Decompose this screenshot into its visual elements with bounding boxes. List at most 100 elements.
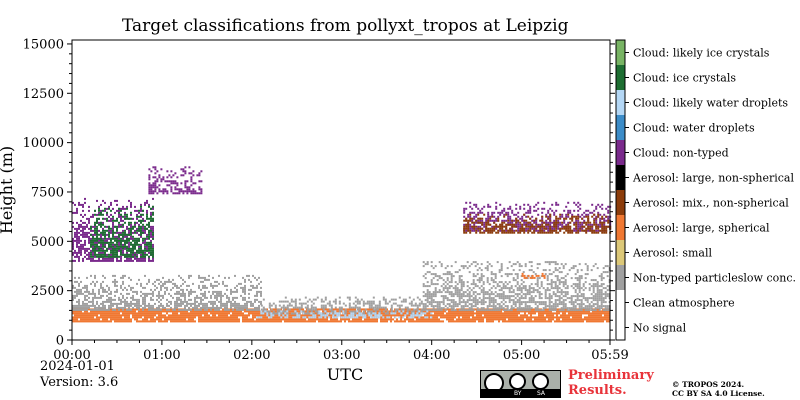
- class-pixel: [286, 310, 289, 313]
- class-pixel: [362, 320, 364, 323]
- class-pixel: [460, 310, 462, 313]
- class-pixel: [84, 296, 86, 299]
- class-pixel: [248, 308, 250, 311]
- class-pixel: [100, 251, 102, 254]
- class-pixel: [500, 289, 503, 292]
- class-pixel: [424, 293, 427, 296]
- class-pixel: [140, 312, 142, 315]
- class-pixel: [506, 309, 509, 312]
- class-pixel: [598, 312, 600, 315]
- class-pixel: [110, 247, 112, 250]
- class-pixel: [548, 301, 551, 304]
- class-pixel: [168, 308, 170, 311]
- class-pixel: [386, 314, 388, 317]
- class-pixel: [180, 302, 182, 305]
- class-pixel: [430, 295, 433, 298]
- class-pixel: [454, 316, 456, 319]
- class-pixel: [520, 291, 523, 294]
- class-pixel: [248, 314, 250, 317]
- class-pixel: [110, 320, 112, 323]
- class-pixel: [460, 295, 463, 298]
- class-pixel: [176, 302, 178, 305]
- class-pixel: [84, 231, 86, 234]
- class-pixel: [244, 306, 246, 309]
- class-pixel: [334, 312, 337, 315]
- class-pixel: [364, 318, 366, 321]
- class-pixel: [216, 306, 218, 309]
- class-pixel: [76, 320, 78, 323]
- class-pixel: [300, 304, 303, 307]
- class-pixel: [328, 302, 331, 305]
- class-pixel: [482, 309, 485, 312]
- class-pixel: [312, 302, 315, 305]
- class-pixel: [106, 300, 108, 303]
- class-pixel: [234, 290, 236, 293]
- class-pixel: [566, 310, 568, 313]
- class-pixel: [96, 308, 98, 311]
- class-pixel: [80, 251, 82, 254]
- class-pixel: [302, 312, 305, 315]
- class-pixel: [94, 304, 96, 307]
- class-pixel: [166, 288, 168, 291]
- class-pixel: [468, 271, 471, 274]
- class-pixel: [238, 282, 240, 285]
- class-pixel: [466, 295, 469, 298]
- class-pixel: [106, 247, 108, 250]
- class-pixel: [286, 300, 289, 303]
- class-pixel: [72, 221, 74, 224]
- class-pixel: [180, 298, 182, 301]
- class-pixel: [112, 207, 114, 210]
- class-pixel: [78, 276, 80, 279]
- class-pixel: [426, 320, 428, 323]
- class-pixel: [294, 298, 297, 301]
- class-pixel: [106, 237, 108, 240]
- class-pixel: [174, 172, 177, 175]
- class-pixel: [188, 316, 190, 319]
- class-pixel: [348, 306, 351, 309]
- class-pixel: [86, 247, 88, 250]
- class-pixel: [106, 249, 108, 252]
- class-pixel: [142, 239, 144, 242]
- class-pixel: [146, 201, 148, 204]
- class-pixel: [268, 318, 270, 321]
- class-pixel: [212, 320, 214, 323]
- class-pixel: [106, 290, 108, 293]
- class-pixel: [426, 316, 429, 319]
- class-pixel: [98, 247, 100, 250]
- class-pixel: [166, 280, 168, 283]
- class-pixel: [212, 308, 214, 311]
- class-pixel: [114, 316, 116, 319]
- class-pixel: [166, 316, 168, 319]
- class-pixel: [114, 231, 116, 234]
- class-pixel: [304, 320, 306, 323]
- class-pixel: [256, 284, 258, 287]
- class-pixel: [352, 310, 355, 313]
- class-pixel: [558, 320, 560, 323]
- class-pixel: [500, 281, 503, 284]
- class-pixel: [346, 316, 349, 319]
- class-pixel: [192, 308, 194, 311]
- class-pixel: [182, 310, 184, 313]
- class-pixel: [526, 305, 529, 308]
- class-pixel: [86, 294, 88, 297]
- class-pixel: [478, 312, 480, 315]
- class-pixel: [564, 318, 566, 321]
- class-pixel: [356, 320, 358, 323]
- class-pixel: [144, 219, 146, 222]
- class-pixel: [310, 320, 312, 323]
- class-pixel: [148, 203, 150, 206]
- class-pixel: [116, 253, 118, 256]
- class-pixel: [348, 308, 350, 311]
- class-pixel: [238, 304, 240, 307]
- class-pixel: [132, 286, 134, 289]
- class-pixel: [164, 318, 166, 321]
- class-pixel: [556, 289, 559, 292]
- class-pixel: [446, 273, 449, 276]
- class-pixel: [188, 284, 190, 287]
- class-pixel: [502, 312, 504, 315]
- class-pixel: [100, 221, 102, 224]
- class-pixel: [600, 299, 603, 302]
- class-pixel: [134, 304, 136, 307]
- class-pixel: [120, 225, 122, 228]
- class-pixel: [114, 312, 116, 315]
